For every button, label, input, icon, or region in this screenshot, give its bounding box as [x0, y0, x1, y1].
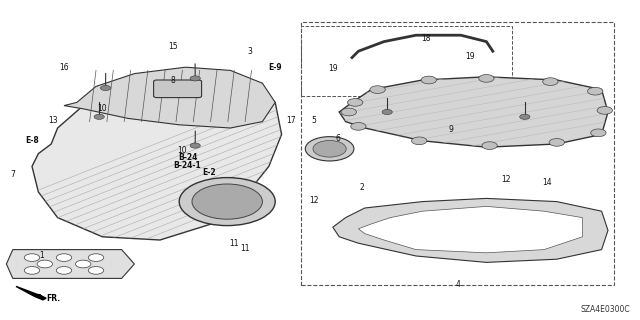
- Text: 8: 8: [170, 76, 175, 84]
- Text: 17: 17: [286, 116, 296, 125]
- Circle shape: [56, 267, 72, 274]
- Text: 14: 14: [542, 178, 552, 187]
- Text: E-8: E-8: [25, 136, 39, 145]
- Circle shape: [543, 78, 558, 85]
- Text: 11: 11: [229, 239, 238, 248]
- Polygon shape: [32, 77, 282, 240]
- Text: 12: 12: [309, 196, 318, 204]
- Circle shape: [482, 142, 497, 149]
- Text: 13: 13: [48, 116, 58, 124]
- Circle shape: [179, 178, 275, 226]
- Circle shape: [479, 75, 494, 82]
- Text: 15: 15: [168, 42, 178, 51]
- Circle shape: [341, 108, 356, 116]
- Circle shape: [351, 123, 366, 130]
- Text: 11: 11: [240, 244, 249, 253]
- Text: SZA4E0300C: SZA4E0300C: [580, 305, 630, 314]
- Circle shape: [76, 260, 91, 268]
- Text: B-24-1: B-24-1: [173, 161, 202, 170]
- Text: 6: 6: [335, 134, 340, 143]
- Text: 16: 16: [59, 63, 69, 72]
- Circle shape: [412, 137, 427, 145]
- Text: B-24: B-24: [178, 153, 197, 162]
- Circle shape: [591, 129, 606, 137]
- Circle shape: [588, 87, 603, 95]
- Circle shape: [382, 109, 392, 115]
- Text: 19: 19: [328, 64, 338, 73]
- Polygon shape: [358, 206, 582, 253]
- Circle shape: [421, 76, 436, 84]
- Circle shape: [190, 76, 200, 81]
- Circle shape: [88, 254, 104, 261]
- Circle shape: [24, 267, 40, 274]
- Circle shape: [94, 114, 104, 119]
- Circle shape: [313, 140, 346, 157]
- Circle shape: [56, 254, 72, 261]
- Text: 7: 7: [10, 170, 15, 179]
- Circle shape: [24, 254, 40, 261]
- Text: E-9: E-9: [268, 63, 282, 72]
- Circle shape: [88, 267, 104, 274]
- Polygon shape: [333, 198, 608, 262]
- Circle shape: [192, 184, 262, 219]
- Polygon shape: [6, 250, 134, 278]
- Circle shape: [37, 260, 52, 268]
- Text: 10: 10: [97, 104, 108, 113]
- Circle shape: [190, 143, 200, 148]
- Text: 5: 5: [311, 116, 316, 125]
- Circle shape: [370, 86, 385, 93]
- Text: E-2: E-2: [202, 168, 216, 177]
- Circle shape: [305, 137, 354, 161]
- Text: 19: 19: [465, 52, 476, 60]
- Polygon shape: [16, 286, 46, 300]
- Text: 9: 9: [449, 125, 454, 134]
- Circle shape: [549, 139, 564, 146]
- Text: 1: 1: [39, 252, 44, 260]
- Text: 4: 4: [455, 280, 460, 289]
- Circle shape: [348, 99, 363, 106]
- Text: 2: 2: [359, 183, 364, 192]
- Text: 10: 10: [177, 146, 188, 155]
- Text: 18: 18: [421, 34, 430, 43]
- Text: 3: 3: [247, 47, 252, 56]
- Circle shape: [100, 85, 111, 91]
- Circle shape: [520, 114, 530, 119]
- Polygon shape: [64, 67, 275, 128]
- Text: FR.: FR.: [46, 294, 60, 303]
- FancyBboxPatch shape: [154, 80, 202, 98]
- Circle shape: [597, 107, 612, 114]
- Polygon shape: [339, 77, 608, 147]
- Text: 12: 12: [501, 175, 510, 184]
